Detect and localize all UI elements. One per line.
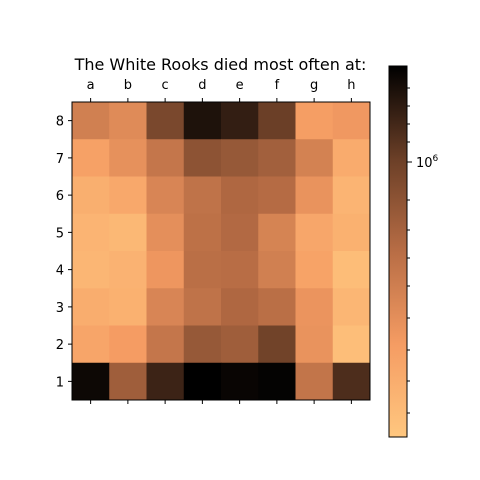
heatmap-cell-c4 — [146, 251, 185, 289]
heatmap-cell-b1 — [109, 362, 147, 401]
x-tick-label-h: h — [347, 78, 355, 93]
heatmap-cell-e5 — [221, 213, 259, 252]
heatmap-cell-c1 — [146, 362, 185, 401]
colorbar-major-tick-label: 106 — [416, 154, 439, 171]
x-tick-label-b: b — [124, 78, 132, 93]
heatmap-cell-h4 — [332, 251, 371, 289]
heatmap-cell-f8 — [258, 102, 296, 140]
heatmap-cell-e4 — [221, 251, 259, 289]
heatmap-cell-b4 — [109, 251, 147, 289]
x-axis-ticks: a b c d e f g h — [87, 78, 356, 404]
heatmap-cell-c3 — [146, 288, 185, 326]
heatmap-cell-d6 — [183, 176, 222, 215]
heatmap-cell-d1 — [183, 362, 222, 401]
heatmap-cell-g4 — [295, 251, 334, 289]
heatmap-cell-d4 — [183, 251, 222, 289]
x-tick-label-e: e — [236, 78, 244, 93]
heatmap-cell-d5 — [183, 213, 222, 252]
heatmap-cell-f3 — [258, 288, 296, 326]
heatmap-cell-e1 — [221, 362, 259, 401]
colorbar-gradient — [388, 65, 408, 438]
heatmap-cell-f6 — [258, 176, 296, 215]
heatmap-cell-e2 — [221, 325, 259, 364]
heatmap-cell-e6 — [221, 176, 259, 215]
y-tick-label-2: 2 — [56, 338, 64, 353]
heatmap-cell-f5 — [258, 213, 296, 252]
y-tick-label-6: 6 — [56, 189, 64, 204]
heatmap-cell-d3 — [183, 288, 222, 326]
heatmap-cell-a8 — [72, 102, 110, 140]
heatmap-cell-g8 — [295, 102, 334, 140]
heatmap-cell-a3 — [72, 288, 110, 326]
x-tick-label-a: a — [87, 78, 95, 93]
heatmap-cell-e7 — [221, 139, 259, 177]
colorbar: 106 — [388, 65, 439, 438]
heatmap-cell-g3 — [295, 288, 334, 326]
heatmap-cell-b5 — [109, 213, 147, 252]
x-tick-label-f: f — [275, 78, 280, 93]
heatmap-cell-a6 — [72, 176, 110, 215]
heatmap-cell-c6 — [146, 176, 185, 215]
heatmap-cell-h7 — [332, 139, 371, 177]
heatmap-cell-a2 — [72, 325, 110, 364]
heatmap-cell-g1 — [295, 362, 334, 401]
heatmap-cell-f7 — [258, 139, 296, 177]
heatmap-cell-b7 — [109, 139, 147, 177]
heatmap-cell-g5 — [295, 213, 334, 252]
heatmap-cell-e3 — [221, 288, 259, 326]
heatmap-cell-b2 — [109, 325, 147, 364]
heatmap-cell-h5 — [332, 213, 371, 252]
heatmap-cell-g6 — [295, 176, 334, 215]
heatmap-cell-f1 — [258, 362, 296, 401]
heatmap-cell-h1 — [332, 362, 371, 401]
heatmap-cell-f2 — [258, 325, 296, 364]
chart-title: The White Rooks died most often at: — [74, 55, 367, 74]
heatmap-cell-a1 — [72, 362, 110, 401]
heatmap-cell-b3 — [109, 288, 147, 326]
heatmap-cell-h8 — [332, 102, 371, 140]
y-tick-label-5: 5 — [56, 226, 64, 241]
heatmap-cell-b8 — [109, 102, 147, 140]
heatmap-cell-e8 — [221, 102, 259, 140]
heatmap-cell-d8 — [183, 102, 222, 140]
y-tick-label-7: 7 — [56, 152, 64, 167]
x-tick-label-g: g — [310, 78, 318, 93]
heatmap-cell-h6 — [332, 176, 371, 215]
heatmap-cell-f4 — [258, 251, 296, 289]
y-tick-label-3: 3 — [56, 301, 64, 316]
heatmap-cell-d2 — [183, 325, 222, 364]
plot-frame — [71, 101, 371, 401]
heatmap-cell-d7 — [183, 139, 222, 177]
heatmap-cell-g7 — [295, 139, 334, 177]
heatmap-cell-g2 — [295, 325, 334, 364]
heatmap-cell-c7 — [146, 139, 185, 177]
y-tick-label-1: 1 — [56, 375, 64, 390]
heatmap-cell-h2 — [332, 325, 371, 364]
y-tick-label-4: 4 — [56, 264, 64, 279]
heatmap-cell-c8 — [146, 102, 185, 140]
heatmap-cell-a5 — [72, 213, 110, 252]
x-tick-label-c: c — [162, 78, 169, 93]
heatmap-cell-c2 — [146, 325, 185, 364]
heatmap-cell-b6 — [109, 176, 147, 215]
heatmap-cell-h3 — [332, 288, 371, 326]
heatmap-cell-a4 — [72, 251, 110, 289]
y-axis-ticks: 8 7 6 5 4 3 2 1 — [56, 115, 72, 390]
x-tick-label-d: d — [198, 78, 206, 93]
y-tick-label-8: 8 — [56, 115, 64, 130]
heatmap-cell-a7 — [72, 139, 110, 177]
heatmap-cells — [72, 102, 371, 401]
heatmap-cell-c5 — [146, 213, 185, 252]
colorbar-minor-ticks — [407, 87, 410, 414]
